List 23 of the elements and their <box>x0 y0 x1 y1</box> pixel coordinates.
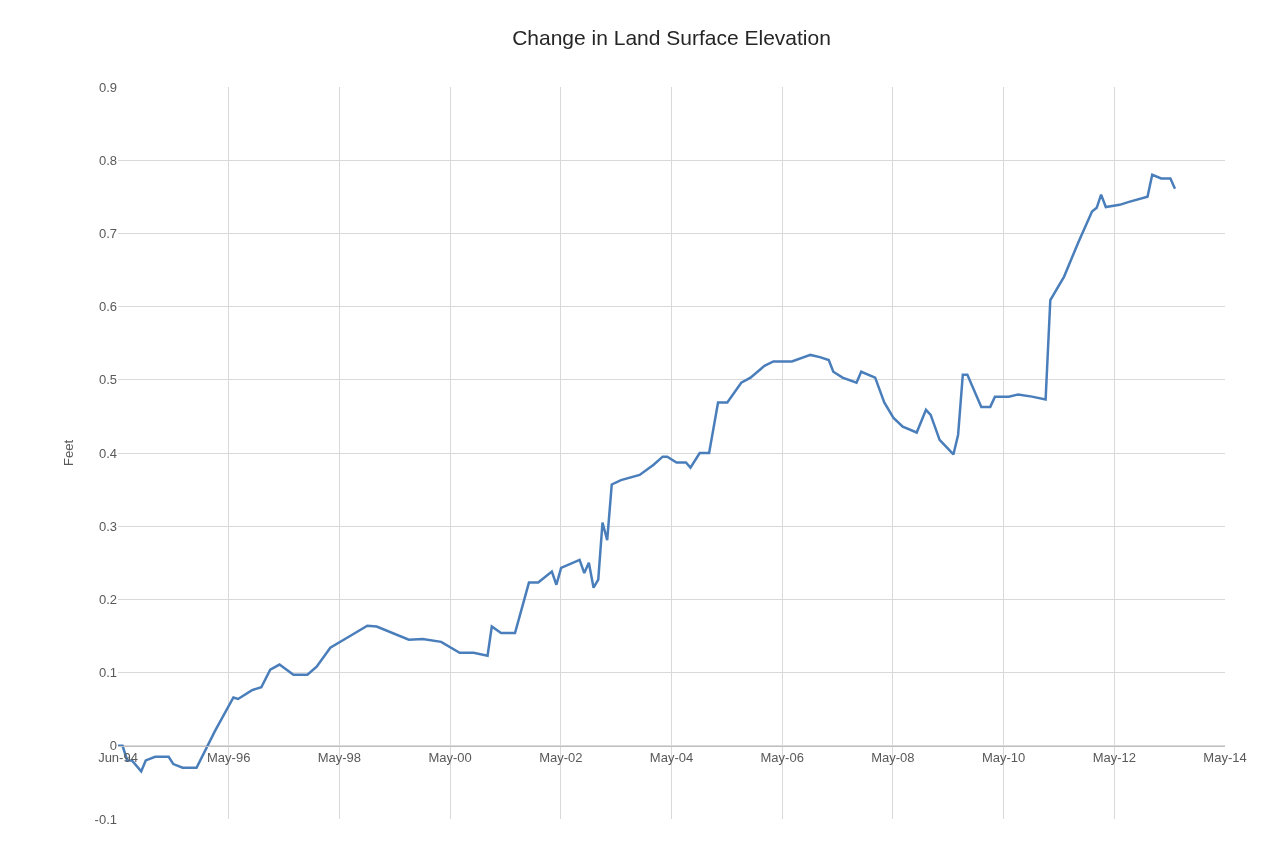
x-tick-label: May-04 <box>649 750 694 766</box>
y-tick-label: 0 <box>109 738 117 754</box>
y-tick-label: 0.8 <box>98 152 117 168</box>
x-tick-label: May-06 <box>760 750 804 766</box>
y-tick-label: 0.7 <box>98 225 117 241</box>
x-tick-label: May-10 <box>981 750 1026 766</box>
y-tick-label: 0.4 <box>98 445 117 461</box>
y-tick-label: 0.6 <box>98 299 117 315</box>
x-tick-label: May-02 <box>539 750 583 766</box>
y-tick-label: 0.5 <box>98 372 117 388</box>
x-tick-label: May-96 <box>207 750 251 766</box>
x-tick-label: May-98 <box>317 750 362 766</box>
x-tick-label: May-14 <box>1203 750 1247 766</box>
y-tick-label: 0.2 <box>98 591 117 607</box>
y-tick-label: 0.9 <box>98 79 117 95</box>
y-tick-label: 0.3 <box>98 518 117 534</box>
x-tick-label: May-08 <box>871 750 915 766</box>
y-tick-label: 0.1 <box>98 665 117 681</box>
x-tick-label: May-12 <box>1092 750 1136 766</box>
y-tick-label: -0.1 <box>94 811 117 827</box>
y-axis-title: Feet <box>60 439 76 467</box>
chart-title: Change in Land Surface Elevation <box>512 26 831 50</box>
x-tick-label: May-00 <box>428 750 472 766</box>
